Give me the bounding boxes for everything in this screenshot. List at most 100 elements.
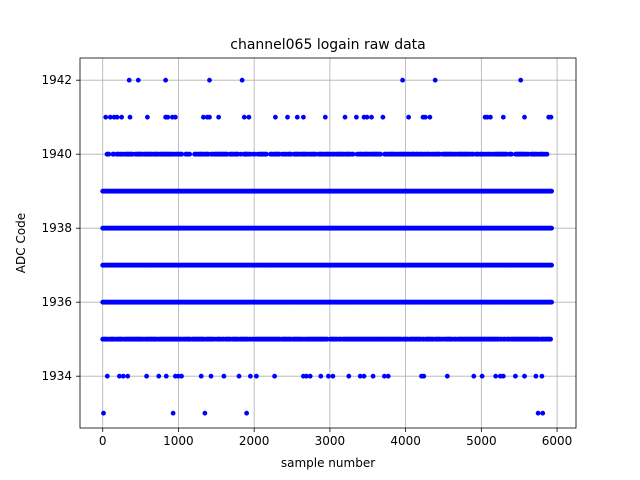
data-point — [354, 114, 359, 120]
data-point — [221, 373, 227, 379]
data-point — [198, 373, 204, 379]
data-point — [518, 77, 524, 83]
data-point — [163, 373, 169, 379]
data-point — [272, 373, 277, 379]
data-point — [294, 114, 300, 120]
data-point — [385, 373, 391, 379]
data-point — [500, 114, 506, 120]
y-axis-ticks: 1934 1936 1938 1940 1942 — [41, 73, 80, 383]
data-point — [246, 114, 252, 120]
x-tick-label: 6000 — [542, 434, 573, 448]
data-point — [273, 114, 278, 120]
data-point — [500, 373, 506, 379]
data-point — [522, 373, 527, 379]
data-point — [357, 373, 363, 379]
data-point — [422, 114, 428, 120]
data-point — [330, 373, 336, 379]
data-point — [380, 114, 386, 120]
data-point — [549, 262, 554, 268]
data-point — [248, 373, 253, 379]
data-point — [479, 373, 485, 379]
data-point — [400, 77, 405, 83]
plot-frame — [79, 57, 577, 429]
data-point — [216, 114, 222, 120]
data-point — [156, 373, 162, 379]
y-axis-label: ADC Code — [14, 213, 28, 273]
data-point — [144, 373, 150, 379]
data-point — [509, 151, 514, 157]
x-axis-ticks: 0 1000 2000 3000 4000 5000 6000 — [99, 428, 572, 448]
data-point — [548, 114, 554, 120]
data-point — [548, 336, 553, 342]
data-point — [488, 114, 493, 120]
data-point — [522, 114, 527, 120]
data-point — [382, 373, 387, 379]
data-point — [322, 114, 328, 120]
data-point — [163, 77, 169, 83]
data-point — [236, 373, 242, 379]
data-point — [421, 373, 427, 379]
data-point — [540, 410, 546, 416]
data-point — [170, 410, 176, 416]
x-tick-label: 0 — [99, 434, 107, 448]
chart-title: channel065 logain raw data — [230, 37, 425, 53]
y-tick-label: 1938 — [41, 221, 72, 235]
data-point — [241, 114, 247, 120]
data-point — [264, 151, 269, 157]
data-point — [427, 114, 433, 120]
data-point — [549, 225, 554, 231]
data-point — [493, 373, 499, 379]
data-point — [544, 151, 550, 157]
y-tick-label: 1934 — [41, 369, 72, 383]
data-point — [361, 373, 367, 379]
data-point — [179, 373, 184, 379]
data-point — [120, 373, 126, 379]
x-tick-label: 3000 — [315, 434, 346, 448]
data-point — [369, 114, 374, 120]
data-point — [346, 373, 352, 379]
data-point — [539, 373, 545, 379]
data-point — [114, 114, 120, 120]
data-point — [145, 114, 150, 120]
data-point — [513, 373, 518, 379]
x-tick-label: 2000 — [239, 434, 270, 448]
data-point — [202, 410, 208, 416]
data-point — [350, 151, 356, 157]
data-point — [549, 188, 554, 194]
data-point — [364, 114, 370, 120]
data-point — [370, 373, 376, 379]
data-point — [101, 410, 106, 416]
data-point — [208, 373, 214, 379]
data-point — [535, 410, 541, 416]
data-point — [207, 77, 212, 83]
data-point — [301, 114, 306, 120]
data-point — [254, 373, 259, 379]
data-point — [244, 410, 250, 416]
data-point — [135, 77, 141, 83]
data-point — [304, 373, 309, 379]
data-point — [471, 373, 477, 379]
y-tick-label: 1936 — [41, 295, 72, 309]
data-point — [444, 373, 450, 379]
data-point — [285, 114, 290, 120]
data-point — [117, 373, 122, 379]
data-point — [406, 114, 411, 120]
data-point — [127, 114, 133, 120]
data-point — [533, 373, 539, 379]
data-point — [326, 373, 331, 379]
x-tick-label: 1000 — [163, 434, 194, 448]
y-tick-label: 1942 — [41, 73, 72, 87]
data-point — [378, 151, 383, 157]
data-point — [549, 299, 554, 305]
data-point — [187, 151, 193, 157]
data-points — [100, 77, 554, 416]
data-point — [239, 77, 245, 83]
x-tick-label: 4000 — [390, 434, 421, 448]
x-axis-label: sample number — [281, 456, 375, 470]
data-point — [165, 114, 171, 120]
data-point — [432, 77, 438, 83]
data-point — [342, 114, 348, 120]
data-point — [201, 114, 206, 120]
